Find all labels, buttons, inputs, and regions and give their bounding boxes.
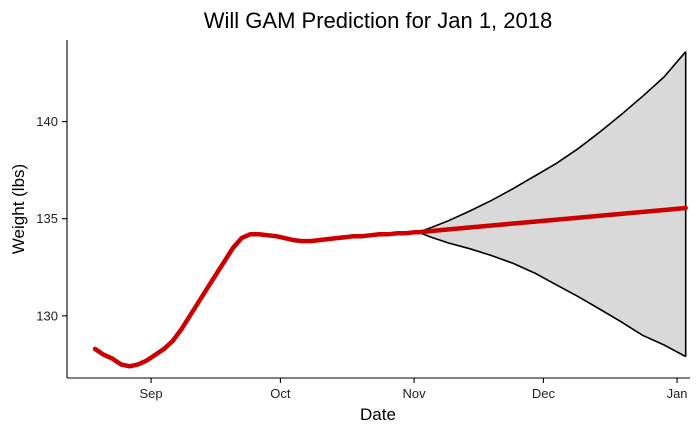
y-tick-label: 140 xyxy=(36,114,58,129)
y-tick-label: 135 xyxy=(36,211,58,226)
x-tick-label: Oct xyxy=(270,386,291,401)
forecast-line xyxy=(416,205,688,235)
lower-bound-line xyxy=(418,231,687,358)
y-ticks: 130 135 140 xyxy=(36,114,67,323)
x-tick-label: Nov xyxy=(403,386,427,401)
x-axis-title: Date xyxy=(360,405,396,424)
chart-title: Will GAM Prediction for Jan 1, 2018 xyxy=(204,8,552,33)
fitted-line xyxy=(92,230,421,369)
confidence-band xyxy=(418,51,686,357)
upper-bound-line xyxy=(418,51,687,234)
y-tick-label: 130 xyxy=(36,308,58,323)
x-tick-label: Jan xyxy=(667,386,688,401)
plot-area xyxy=(92,51,688,369)
x-tick-label: Dec xyxy=(532,386,556,401)
x-tick-label: Sep xyxy=(140,386,163,401)
x-ticks: Sep Oct Nov Dec Jan xyxy=(140,378,688,401)
y-axis-title: Weight (lbs) xyxy=(9,164,28,254)
